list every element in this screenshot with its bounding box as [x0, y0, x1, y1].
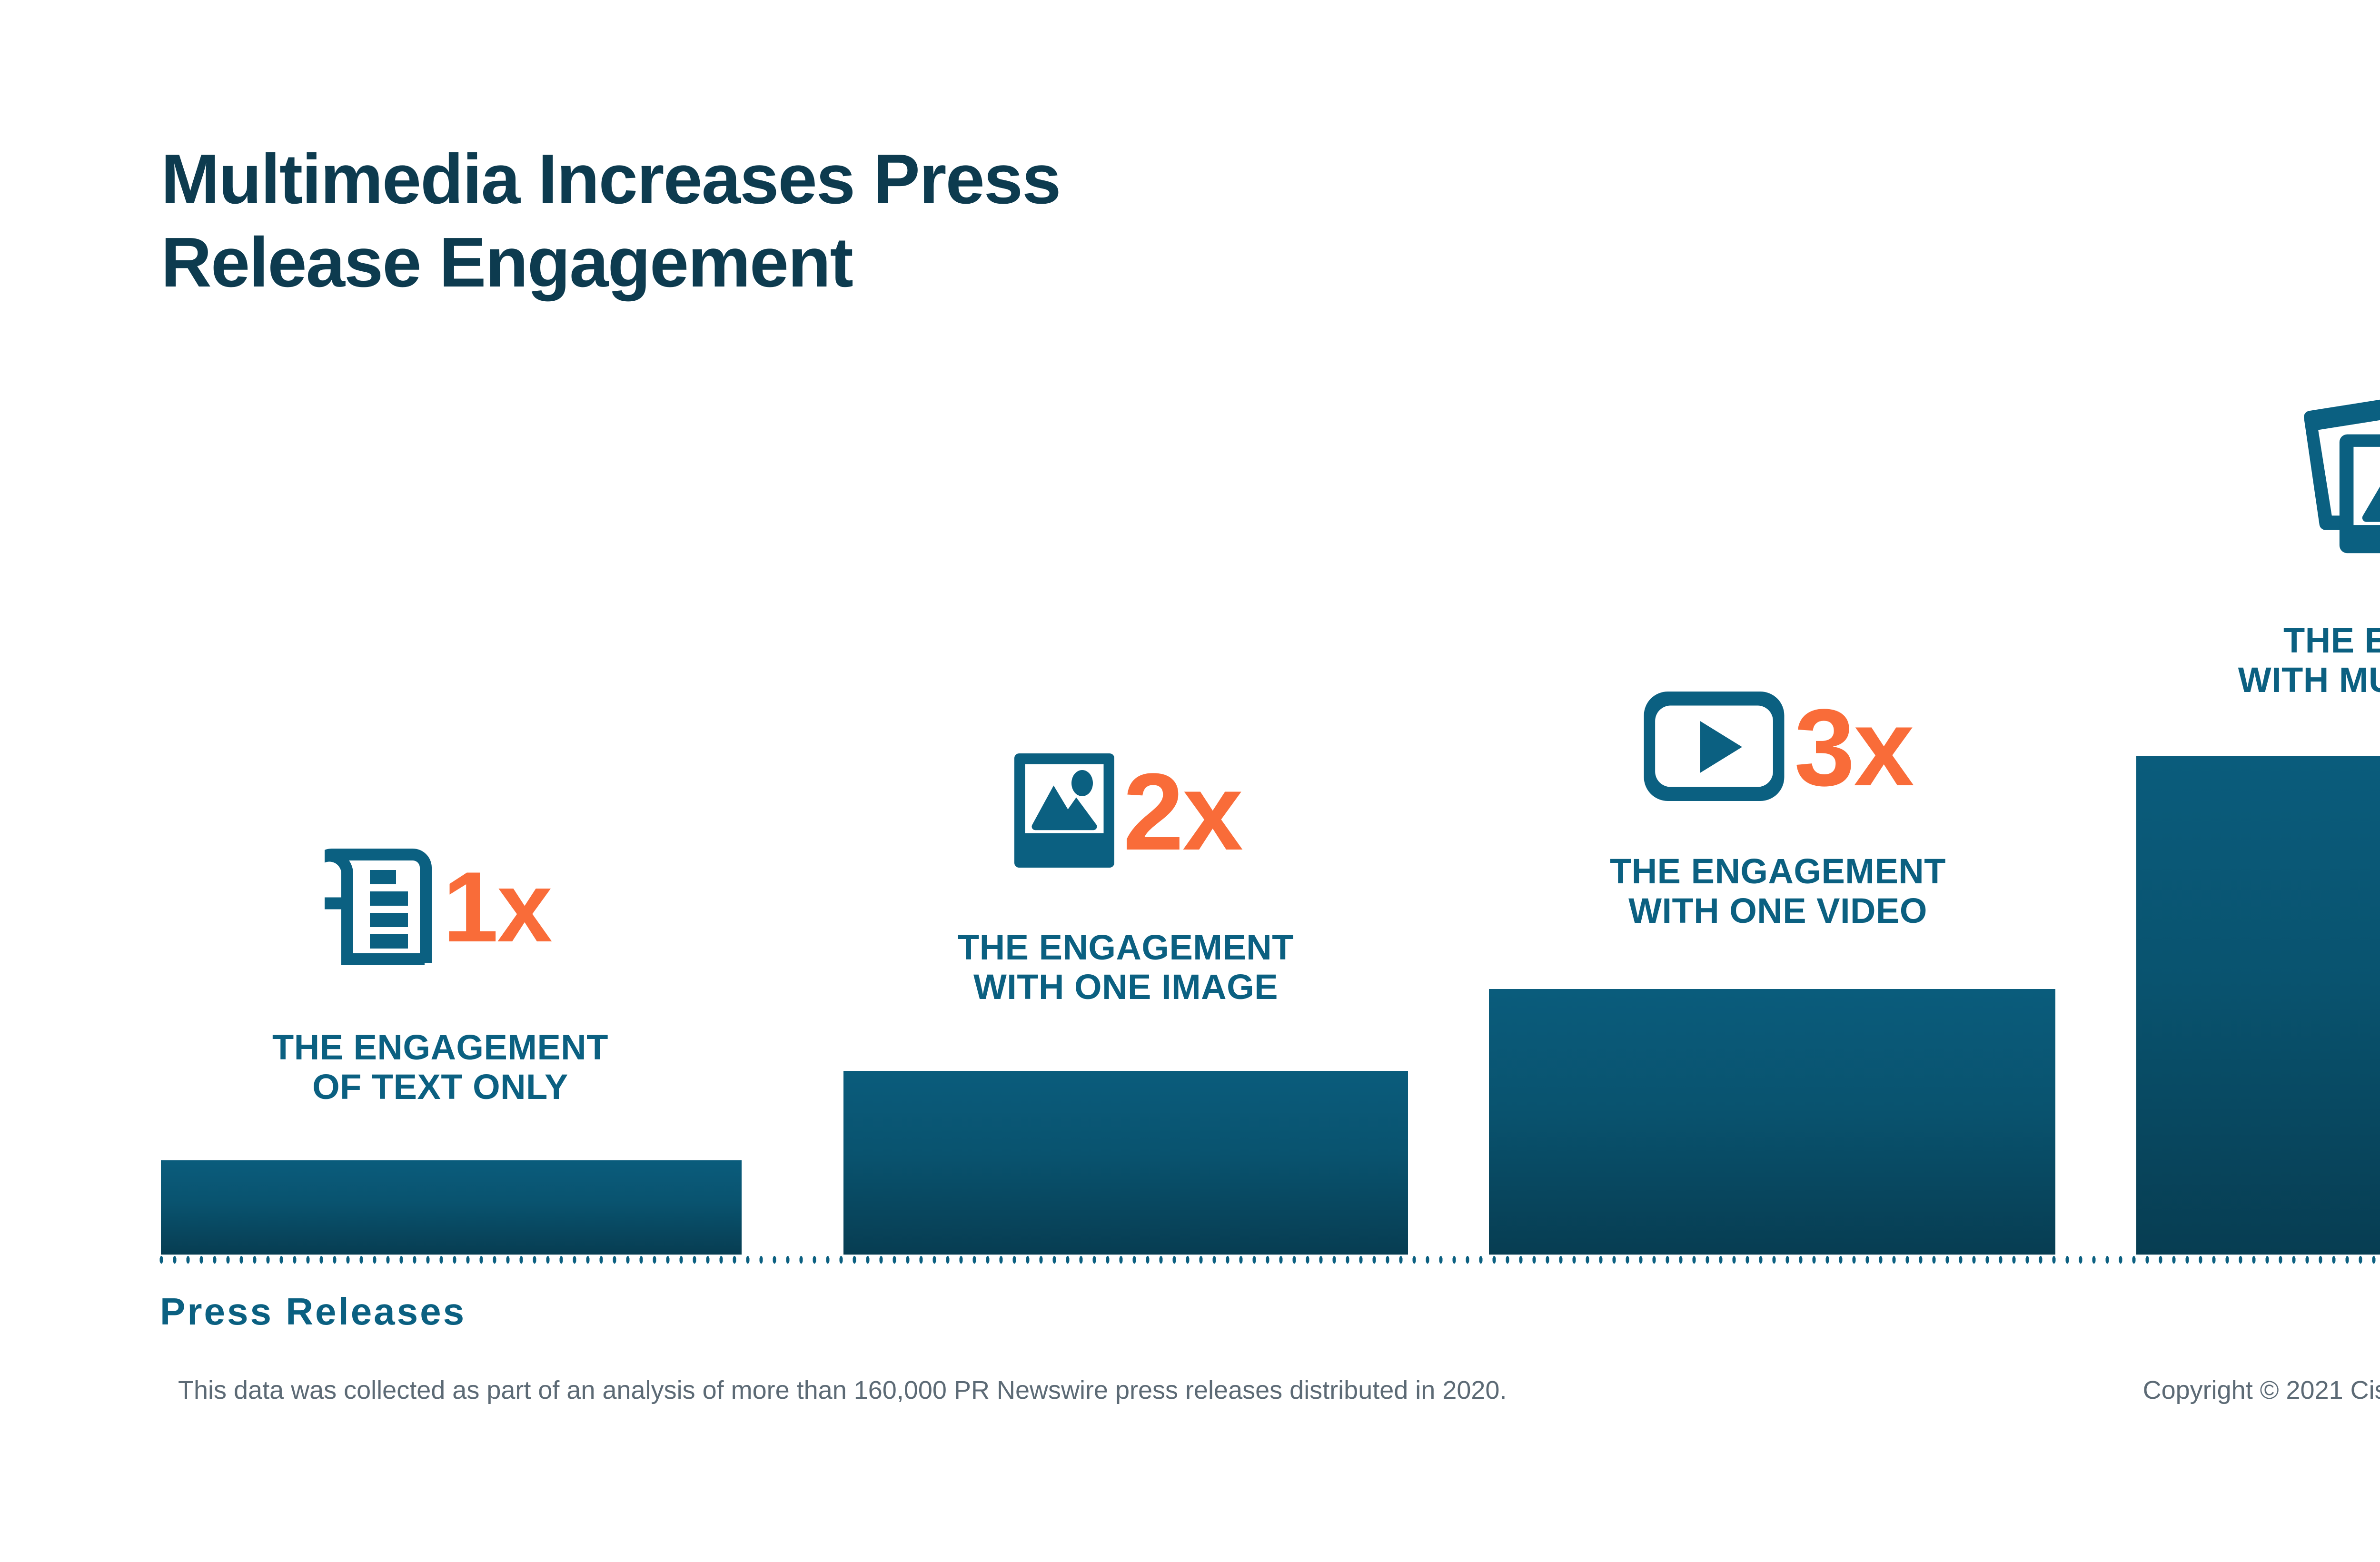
image-icon: [1014, 751, 1115, 872]
caption-line-2: WITH MULTIPLE IMAGES: [2238, 660, 2380, 700]
multiplier-text-only: 1x: [443, 850, 553, 963]
caption-line-2: WITH ONE IMAGE: [973, 967, 1279, 1007]
bar-one-video: [1489, 989, 2055, 1255]
caption-one-image: THE ENGAGEMENT WITH ONE IMAGE: [809, 928, 1442, 1007]
copyright-text: Copyright © 2021 Cision Ltd. All Rights …: [2142, 1376, 2380, 1404]
value-row-text-only: 1x: [257, 828, 619, 985]
caption-line-1: THE ENGAGEMENT: [1610, 851, 1946, 891]
page-title-line-2: Release Engagement: [161, 223, 853, 302]
caption-text-only: THE ENGAGEMENT OF TEXT ONLY: [162, 1028, 719, 1107]
bar-multiple-images: [2136, 756, 2380, 1255]
page-title: Multimedia Increases Press Release Engag…: [161, 138, 1874, 304]
document-text-icon: [313, 846, 434, 968]
value-row-one-image: 2x: [890, 733, 1366, 890]
video-play-icon: [1643, 691, 1785, 803]
caption-one-video: THE ENGAGEMENT WITH ONE VIDEO: [1490, 851, 2066, 931]
multiple-images-icon: [2302, 396, 2380, 556]
multiplier-one-image: 2x: [1123, 750, 1243, 873]
caption-line-1: THE ENGAGEMENT: [272, 1028, 608, 1067]
caption-line-2: WITH ONE VIDEO: [1628, 890, 1927, 930]
caption-line-1: THE ENGAGEMENT: [958, 928, 1294, 967]
value-row-multiple-images: 6x: [2185, 381, 2380, 571]
value-row-one-video: 3x: [1537, 673, 2018, 821]
caption-line-1: THE ENGAGEMENT: [2283, 621, 2380, 660]
axis-baseline-dotted: [157, 1255, 2380, 1265]
footnote-text: This data was collected as part of an an…: [178, 1376, 1507, 1404]
bar-text-only: [161, 1160, 742, 1255]
page-title-line-1: Multimedia Increases Press: [161, 140, 1061, 218]
caption-line-2: OF TEXT ONLY: [312, 1067, 568, 1107]
caption-multiple-images: THE ENGAGEMENT WITH MULTIPLE IMAGES: [2118, 621, 2380, 700]
multiplier-one-video: 3x: [1794, 686, 1914, 809]
bar-one-image: [843, 1071, 1408, 1255]
axis-label-press-releases: Press Releases: [160, 1290, 466, 1333]
